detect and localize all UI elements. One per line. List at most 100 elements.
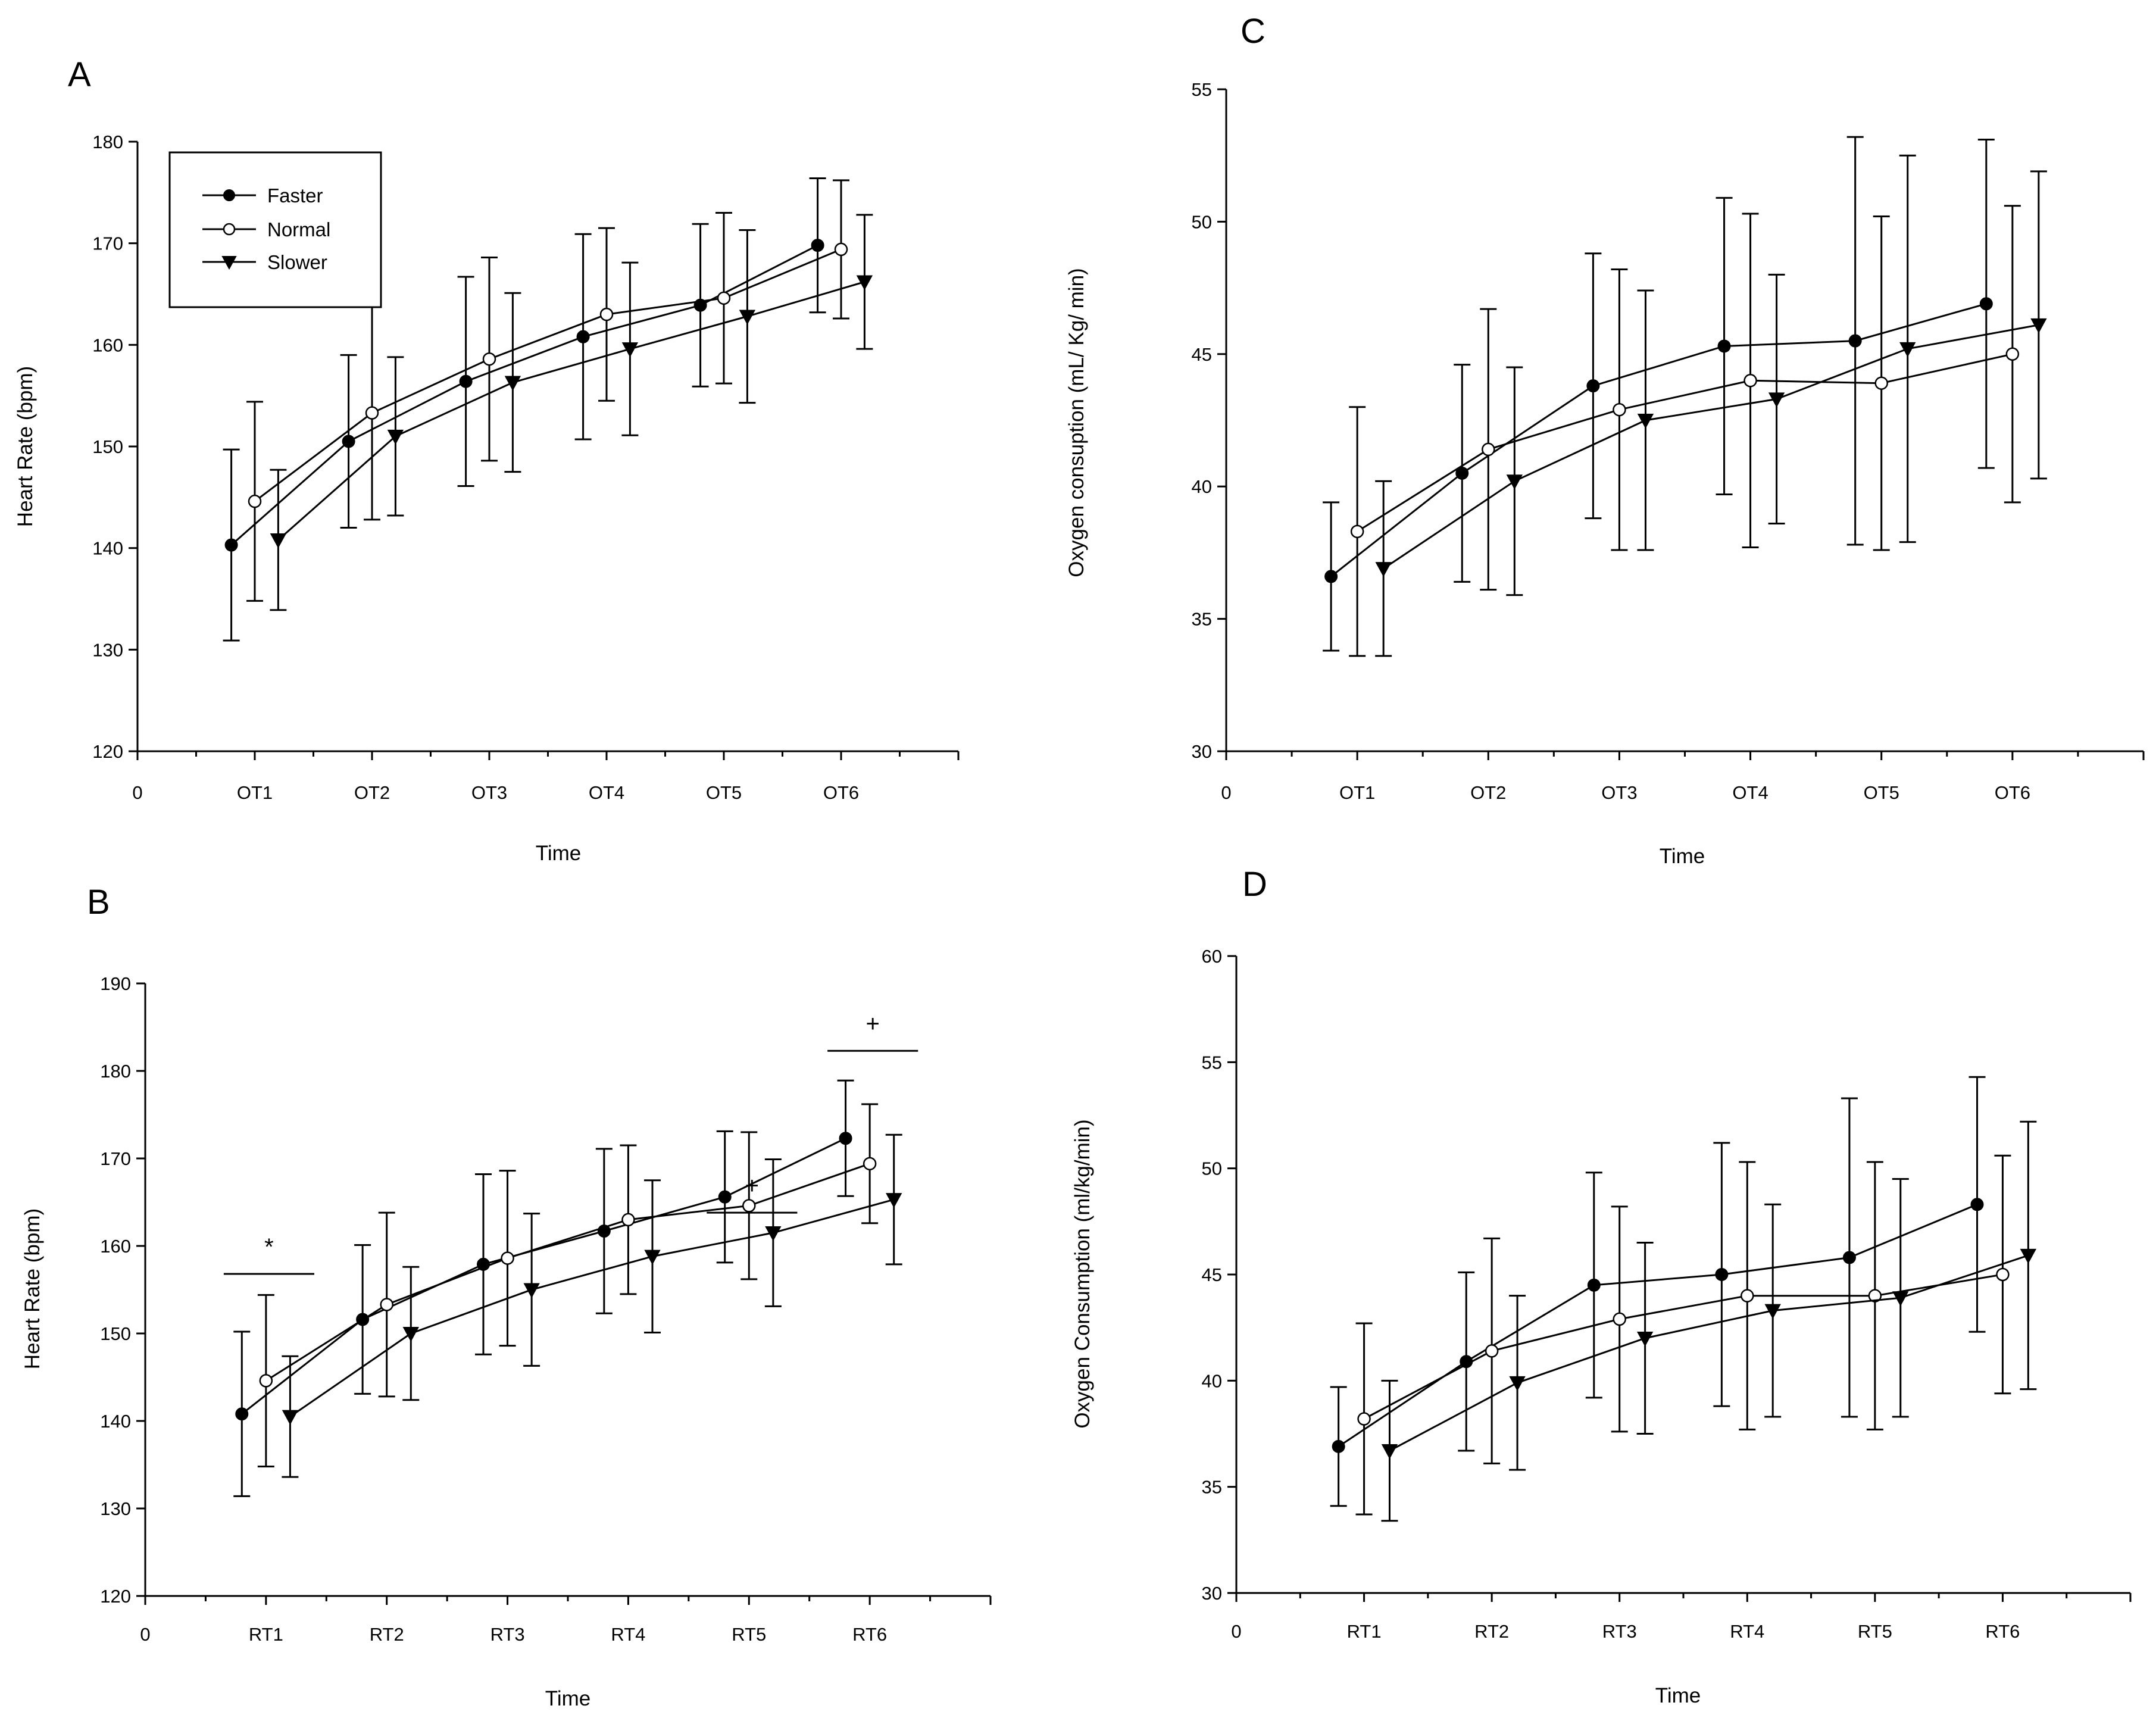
y-tick-label: 45 (1202, 1264, 1222, 1285)
data-point (1996, 1267, 2010, 1282)
series-line-faster (1330, 302, 1987, 577)
x-tick-label-origin: 0 (132, 782, 142, 803)
data-point (1506, 474, 1523, 490)
y-tick-label: 140 (100, 1411, 131, 1432)
x-tick-group: 0 OT1 OT2 OT3 OT4 OT5 OT6 (132, 751, 960, 803)
panel-a-heart-rate-ot: A 120 130 140 150 160 170 180 0 OT1 OT2 OT3 OT4 OT5… (14, 55, 960, 865)
y-tick-label: 120 (100, 1586, 131, 1607)
legend: Faster Normal Slower (168, 151, 382, 308)
data-point (1587, 1278, 1601, 1292)
x-tick-label-ot5: OT5 (1864, 782, 1899, 803)
data-point (1350, 524, 1364, 539)
data-point (459, 374, 473, 388)
significance-mark: + (745, 1173, 759, 1199)
series-line-slower (277, 281, 865, 541)
y-tick-label: 30 (1192, 741, 1212, 762)
x-tick-label-rt6: RT6 (1985, 1621, 2020, 1642)
data-point (886, 1193, 902, 1208)
plot-area (233, 1079, 902, 1497)
legend-entry-slower: Slower (202, 251, 327, 273)
y-tick-label: 45 (1192, 344, 1212, 365)
data-point (2020, 1248, 2037, 1264)
significance-mark: + (866, 1011, 880, 1037)
data-point (1381, 1444, 1398, 1460)
y-tick-label: 50 (1202, 1158, 1222, 1179)
legend-marker-slower (221, 256, 237, 270)
significance-annotations: * + + (223, 1011, 918, 1275)
data-point (863, 1157, 877, 1171)
data-point (342, 435, 355, 448)
y-tick-group: 30 35 40 45 50 55 (1192, 79, 1226, 762)
data-point (1717, 339, 1731, 353)
legend-entry-normal: Normal (202, 218, 330, 240)
x-tick-label-rt2: RT2 (1474, 1621, 1509, 1642)
y-tick-group: 120 130 140 150 160 170 180 (92, 132, 138, 762)
series-line-slower (1389, 1254, 2029, 1452)
data-point (1970, 1198, 1984, 1211)
y-tick-label: 55 (1192, 79, 1212, 100)
y-tick-label: 180 (92, 132, 123, 152)
data-point (1868, 1289, 1882, 1302)
plot-area (223, 177, 873, 642)
y-tick-label: 130 (92, 639, 123, 660)
data-point (1637, 414, 1654, 429)
data-point (1743, 374, 1757, 388)
legend-label-faster: Faster (267, 185, 323, 207)
data-point (621, 342, 639, 358)
data-point (621, 1213, 635, 1227)
series-normal (1355, 1154, 2011, 1516)
data-point (742, 1199, 756, 1213)
x-tick-label-ot1: OT1 (1339, 782, 1375, 803)
y-tick-label: 150 (92, 436, 123, 457)
data-point (1586, 379, 1600, 393)
y-tick-label: 150 (100, 1323, 131, 1344)
data-point (1613, 1312, 1626, 1326)
y-tick-label: 40 (1202, 1370, 1222, 1391)
y-tick-label: 170 (92, 233, 123, 254)
data-point (1636, 1332, 1654, 1347)
x-tick-label-ot2: OT2 (354, 782, 390, 803)
data-point (1899, 342, 1916, 357)
x-tick-label-rt5: RT5 (1858, 1621, 1892, 1642)
data-point (224, 538, 238, 552)
panel-letter-c: C (1241, 12, 1266, 51)
series-line-faster (241, 1137, 846, 1415)
x-tick-label-rt5: RT5 (732, 1624, 766, 1645)
data-point (765, 1226, 782, 1242)
x-tick-label-rt4: RT4 (611, 1624, 645, 1645)
data-point (380, 1298, 393, 1311)
data-point (599, 307, 614, 321)
y-tick-group: 120 130 140 150 160 170 180 190 (100, 973, 145, 1607)
data-point (1455, 466, 1469, 480)
plot-area (1323, 136, 2047, 657)
x-tick-group: 0 RT1 RT2 RT3 RT4 RT5 RT6 (140, 1596, 992, 1645)
series-slower (270, 214, 873, 611)
y-tick-label: 60 (1202, 946, 1222, 967)
y-tick-label: 180 (100, 1061, 131, 1082)
series-faster (233, 1079, 854, 1497)
series-line-normal (265, 1163, 870, 1382)
data-point (811, 239, 824, 252)
data-point (1842, 1251, 1856, 1264)
x-tick-label-origin: 0 (1231, 1621, 1241, 1642)
data-point (501, 1251, 514, 1265)
series-faster (1323, 136, 1995, 652)
series-normal (257, 1103, 879, 1467)
data-point (1892, 1291, 1909, 1307)
series-slower (282, 1133, 902, 1478)
data-point (1715, 1268, 1729, 1281)
y-tick-label: 55 (1202, 1052, 1222, 1073)
data-point (1741, 1289, 1754, 1302)
y-tick-label: 35 (1192, 609, 1212, 630)
data-point (2030, 318, 2047, 333)
x-tick-label-rt3: RT3 (490, 1624, 525, 1645)
panel-letter-d: D (1242, 865, 1267, 904)
panel-d-oxygen-rt: D 30 35 40 45 50 55 60 0 RT1 RT2 RT3 RT4 RT5 RT6 Tim… (1071, 865, 2132, 1707)
data-point (839, 1132, 852, 1145)
series-line-normal (1357, 353, 2013, 533)
x-tick-label-rt4: RT4 (1730, 1621, 1764, 1642)
data-point (717, 291, 731, 305)
data-point (1485, 1344, 1499, 1358)
series-normal (246, 179, 849, 602)
data-point (1324, 570, 1338, 583)
